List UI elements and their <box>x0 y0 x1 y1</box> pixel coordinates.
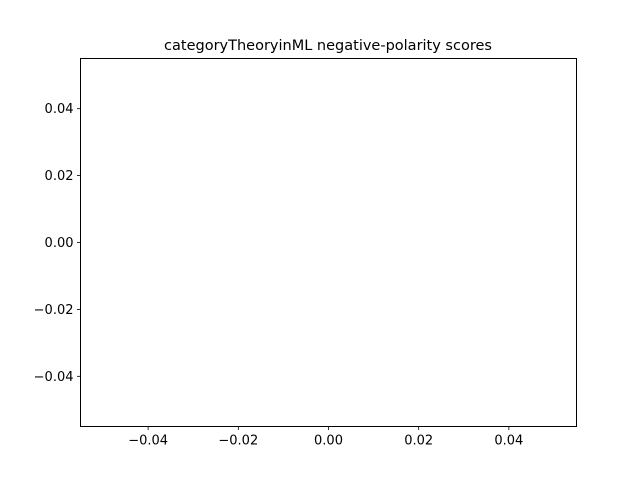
chart-title: categoryTheoryinML negative-polarity sco… <box>164 38 492 54</box>
x-tick-label: 0.00 <box>314 434 343 449</box>
x-tick-label: 0.02 <box>404 434 433 449</box>
y-tick-label: −0.04 <box>34 370 74 385</box>
y-axis: −0.04 −0.02 0.00 0.02 0.04 <box>34 102 81 385</box>
x-axis: −0.04 −0.02 0.00 0.02 0.04 <box>128 426 523 449</box>
y-tick-label: 0.00 <box>45 236 74 251</box>
x-tick-label: 0.04 <box>494 434 523 449</box>
y-tick-label: 0.04 <box>45 102 74 117</box>
x-tick-label: −0.02 <box>218 434 258 449</box>
y-tick-label: −0.02 <box>34 303 74 318</box>
axes-frame <box>80 58 577 427</box>
x-tick-label: −0.04 <box>128 434 168 449</box>
y-tick-label: 0.02 <box>45 169 74 184</box>
